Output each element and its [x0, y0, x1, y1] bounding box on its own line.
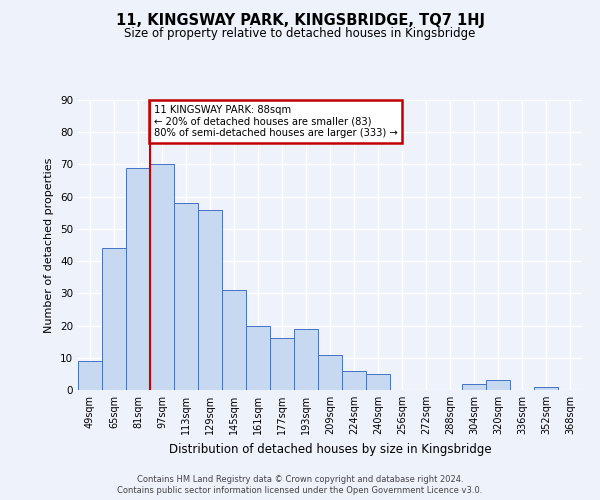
X-axis label: Distribution of detached houses by size in Kingsbridge: Distribution of detached houses by size …: [169, 442, 491, 456]
Bar: [270, 338, 294, 390]
Text: Contains HM Land Registry data © Crown copyright and database right 2024.: Contains HM Land Registry data © Crown c…: [137, 475, 463, 484]
Bar: [102, 248, 126, 390]
Bar: [150, 164, 174, 390]
Bar: [486, 380, 510, 390]
Text: Size of property relative to detached houses in Kingsbridge: Size of property relative to detached ho…: [124, 28, 476, 40]
Text: Contains public sector information licensed under the Open Government Licence v3: Contains public sector information licen…: [118, 486, 482, 495]
Bar: [534, 387, 558, 390]
Bar: [342, 370, 366, 390]
Bar: [174, 203, 198, 390]
Bar: [198, 210, 222, 390]
Bar: [462, 384, 486, 390]
Bar: [318, 354, 342, 390]
Bar: [222, 290, 246, 390]
Bar: [126, 168, 150, 390]
Bar: [294, 329, 318, 390]
Bar: [78, 361, 102, 390]
Text: 11 KINGSWAY PARK: 88sqm
← 20% of detached houses are smaller (83)
80% of semi-de: 11 KINGSWAY PARK: 88sqm ← 20% of detache…: [154, 105, 397, 138]
Y-axis label: Number of detached properties: Number of detached properties: [44, 158, 55, 332]
Bar: [246, 326, 270, 390]
Text: 11, KINGSWAY PARK, KINGSBRIDGE, TQ7 1HJ: 11, KINGSWAY PARK, KINGSBRIDGE, TQ7 1HJ: [115, 12, 485, 28]
Bar: [366, 374, 390, 390]
